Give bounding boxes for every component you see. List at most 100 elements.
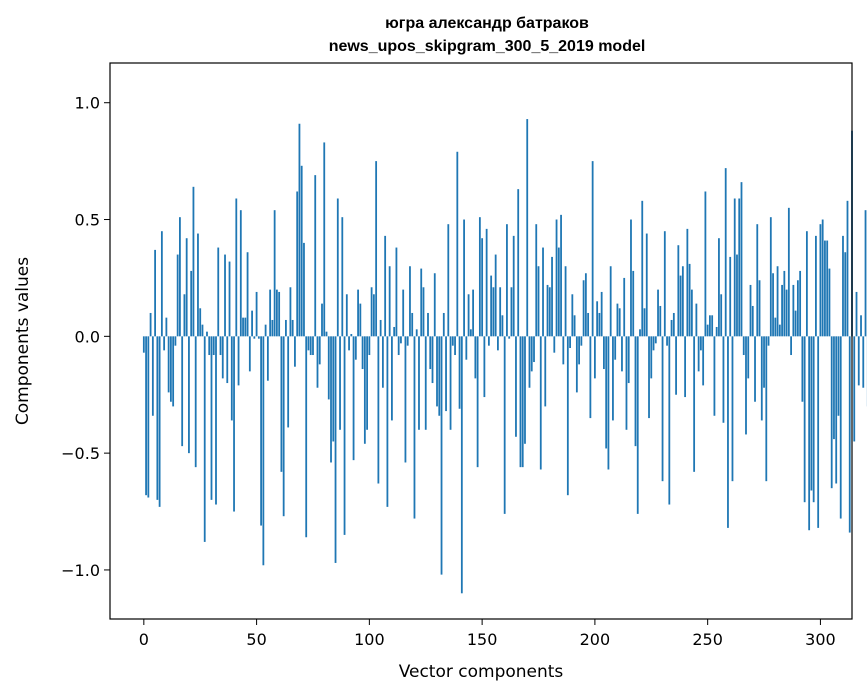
bar	[165, 317, 168, 337]
bar	[185, 238, 188, 337]
bar	[494, 254, 497, 337]
bar	[596, 301, 599, 337]
bar	[251, 310, 253, 337]
bar	[210, 336, 213, 500]
bar	[418, 336, 420, 430]
bar	[787, 207, 790, 337]
bar	[862, 336, 865, 388]
bar	[738, 198, 741, 337]
bar	[397, 336, 400, 356]
bar	[690, 289, 693, 337]
bar	[555, 219, 558, 337]
bar	[794, 310, 797, 337]
bar	[618, 308, 621, 337]
bar	[781, 284, 783, 337]
bar	[603, 336, 605, 370]
bar	[605, 336, 608, 449]
bar	[584, 273, 587, 337]
bar	[145, 336, 147, 496]
bar	[627, 336, 630, 384]
bar	[860, 315, 862, 337]
bar	[503, 336, 506, 514]
x-tick-label: 200	[580, 630, 611, 649]
bar	[810, 336, 813, 491]
bar	[790, 336, 792, 356]
bar	[821, 219, 824, 337]
bar	[839, 336, 842, 519]
bar	[639, 329, 641, 337]
bar	[519, 336, 522, 468]
bar	[217, 247, 220, 337]
bar	[548, 287, 551, 337]
bar	[796, 280, 799, 337]
bar	[438, 336, 441, 416]
bar	[291, 319, 294, 337]
bar	[460, 336, 463, 594]
bar	[564, 266, 567, 337]
x-tick-label: 250	[692, 630, 723, 649]
bar	[751, 305, 754, 337]
bar	[377, 336, 380, 484]
bar	[409, 266, 411, 337]
bar	[318, 336, 321, 365]
bar	[776, 266, 779, 337]
plot-frame	[109, 62, 853, 620]
bar	[842, 235, 844, 337]
bar	[526, 119, 529, 337]
bar	[271, 319, 274, 337]
bar	[219, 336, 222, 356]
bar	[350, 333, 353, 337]
y-tick-label: 1.0	[75, 94, 100, 113]
bar	[724, 168, 727, 337]
bar	[830, 336, 833, 489]
bar	[695, 303, 698, 337]
bar	[384, 235, 387, 337]
bar	[314, 175, 317, 337]
bar	[490, 275, 493, 337]
bar	[237, 336, 240, 386]
bar	[749, 284, 752, 337]
bar	[325, 331, 328, 337]
bar	[242, 317, 244, 337]
bar	[300, 165, 303, 337]
bar	[625, 336, 628, 430]
bar	[169, 336, 172, 402]
bar	[445, 336, 447, 412]
bar	[612, 336, 614, 421]
bar	[233, 336, 235, 512]
bar	[485, 228, 488, 337]
bar	[501, 315, 504, 337]
bar	[266, 336, 269, 381]
bar	[194, 336, 197, 468]
bar	[420, 268, 423, 337]
bar	[248, 336, 251, 372]
bar	[354, 336, 357, 360]
bar	[512, 235, 515, 337]
bar	[179, 217, 181, 337]
bar	[539, 336, 542, 470]
bar	[709, 315, 711, 337]
bar	[264, 324, 267, 337]
bar	[379, 319, 382, 337]
bar	[546, 284, 549, 337]
bar	[357, 289, 359, 337]
bar	[808, 336, 811, 531]
bar	[524, 336, 526, 444]
bar	[273, 210, 276, 337]
bar	[447, 224, 450, 337]
bar	[440, 336, 443, 575]
bar	[837, 336, 840, 416]
bar	[508, 336, 511, 339]
bar	[623, 277, 626, 337]
bar	[174, 336, 177, 346]
bar	[699, 336, 702, 351]
bar	[672, 312, 675, 337]
bar	[528, 336, 531, 388]
bar	[478, 217, 481, 337]
bar	[551, 256, 553, 337]
bar	[803, 336, 806, 503]
bar	[812, 336, 815, 503]
bar	[472, 289, 474, 337]
x-tick-label: 300	[805, 630, 836, 649]
bar	[172, 336, 175, 407]
